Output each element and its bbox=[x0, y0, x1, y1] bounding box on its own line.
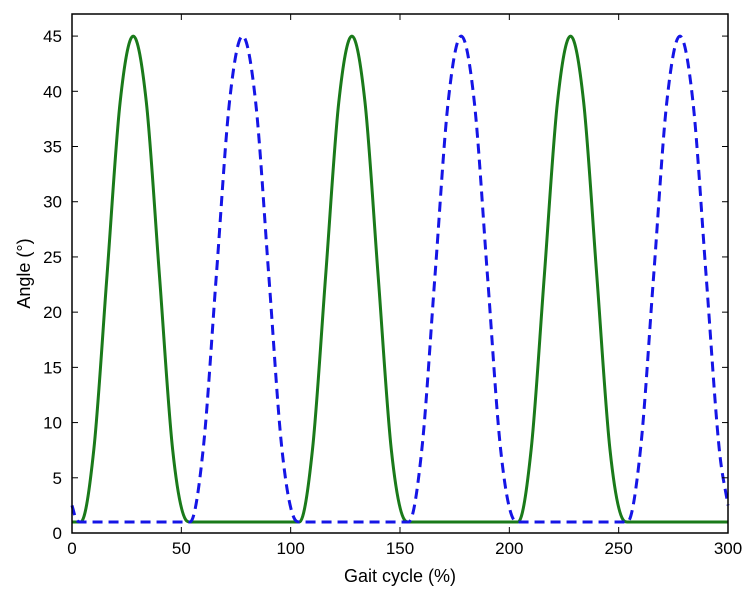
y-tick-label: 15 bbox=[43, 358, 62, 377]
y-tick-label: 40 bbox=[43, 82, 62, 101]
x-tick-label: 50 bbox=[172, 539, 191, 558]
y-tick-label: 45 bbox=[43, 27, 62, 46]
x-tick-label: 250 bbox=[604, 539, 632, 558]
y-tick-label: 30 bbox=[43, 193, 62, 212]
x-tick-label: 200 bbox=[495, 539, 523, 558]
y-tick-label: 5 bbox=[53, 469, 62, 488]
y-tick-label: 25 bbox=[43, 248, 62, 267]
x-tick-label: 0 bbox=[67, 539, 76, 558]
y-tick-label: 10 bbox=[43, 414, 62, 433]
x-tick-label: 150 bbox=[386, 539, 414, 558]
plot-area bbox=[72, 14, 728, 533]
y-axis-label: Angle (°) bbox=[14, 238, 34, 308]
ticks-layer: 0 50 100 150 200 250 300 0 5 10 15 20 25 30 35 40 45 bbox=[43, 14, 742, 558]
series-line-solid bbox=[72, 34, 728, 524]
series-line-dashed bbox=[70, 34, 730, 524]
y-tick-label: 0 bbox=[53, 524, 62, 543]
x-tick-label: 300 bbox=[714, 539, 742, 558]
plot-frame bbox=[71, 13, 729, 534]
series-layer bbox=[70, 34, 730, 524]
y-tick-label: 20 bbox=[43, 303, 62, 322]
x-axis-label: Gait cycle (%) bbox=[344, 566, 456, 586]
y-tick-label: 35 bbox=[43, 138, 62, 157]
x-tick-label: 100 bbox=[276, 539, 304, 558]
